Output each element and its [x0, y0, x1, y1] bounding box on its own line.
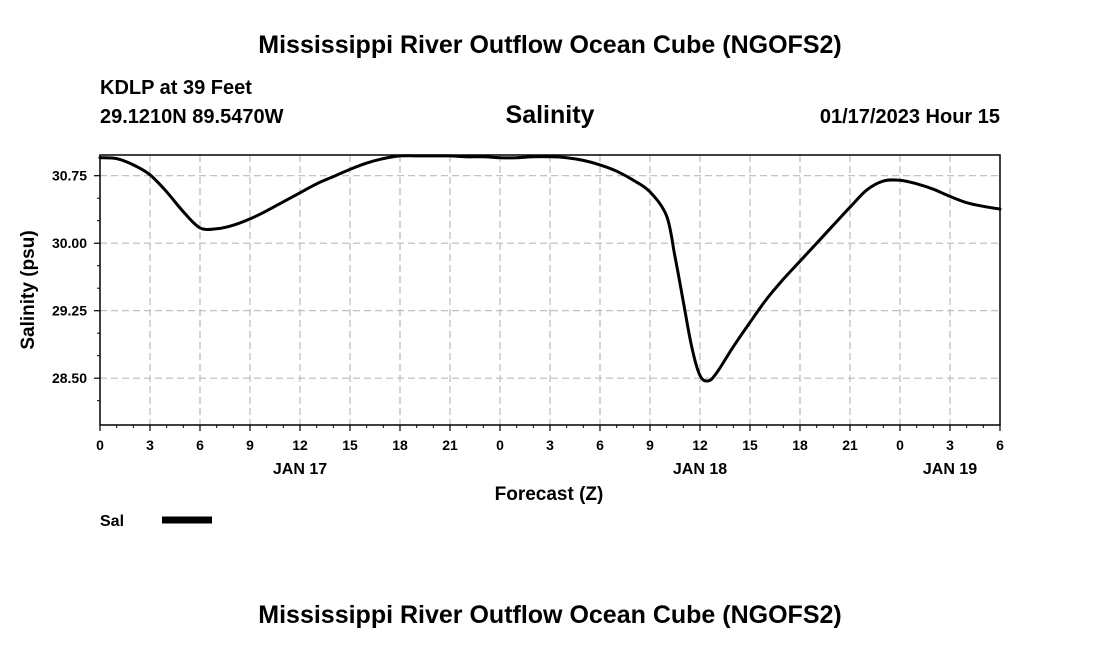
x-tick-label: 6 [596, 437, 604, 453]
y-axis-label: Salinity (psu) [18, 230, 39, 349]
x-tick-labels: 0 3 6 9 12 15 18 21 0 3 6 9 12 15 18 21 0 3 6 [96, 437, 1004, 453]
axis-ticks [94, 175, 1001, 431]
x-tick-label: 3 [946, 437, 954, 453]
x-tick-label: 12 [292, 437, 308, 453]
grid-lines [100, 155, 1000, 425]
y-tick-label: 30.00 [52, 235, 87, 251]
x-tick-label: 9 [246, 437, 254, 453]
x-tick-label: 0 [496, 437, 504, 453]
x-tick-label: 3 [146, 437, 154, 453]
x-tick-label: 0 [96, 437, 104, 453]
x-tick-label: 6 [196, 437, 204, 453]
forecast-timestamp: 01/17/2023 Hour 15 [819, 106, 1000, 128]
main-title: Mississippi River Outflow Ocean Cube (NG… [258, 31, 842, 59]
x-date-label: JAN 18 [673, 461, 727, 478]
x-date-label: JAN 19 [923, 461, 977, 478]
x-tick-label: 3 [546, 437, 554, 453]
x-date-label: JAN 17 [273, 461, 327, 478]
y-tick-label: 28.50 [52, 370, 87, 386]
salinity-series-line [98, 154, 1002, 383]
station-coords: 29.1210N 89.5470W [100, 106, 284, 128]
x-tick-label: 15 [742, 437, 758, 453]
x-tick-label: 12 [692, 437, 708, 453]
x-tick-label: 21 [442, 437, 458, 453]
y-tick-label: 30.75 [52, 168, 87, 184]
y-tick-labels: 28.50 29.25 30.00 30.75 [52, 168, 87, 387]
legend-label: Sal [100, 513, 124, 530]
x-tick-label: 15 [342, 437, 358, 453]
x-date-labels: JAN 17 JAN 18 JAN 19 [273, 461, 977, 478]
y-tick-label: 29.25 [52, 303, 87, 319]
x-tick-label: 6 [996, 437, 1004, 453]
x-tick-label: 0 [896, 437, 904, 453]
x-axis-label: Forecast (Z) [495, 484, 604, 505]
chart-title: Salinity [505, 101, 595, 129]
footer-title: Mississippi River Outflow Ocean Cube (NG… [258, 601, 842, 629]
x-tick-label: 18 [392, 437, 408, 453]
station-label: KDLP at 39 Feet [100, 77, 252, 99]
x-tick-label: 18 [792, 437, 808, 453]
x-tick-label: 9 [646, 437, 654, 453]
x-tick-label: 21 [842, 437, 858, 453]
